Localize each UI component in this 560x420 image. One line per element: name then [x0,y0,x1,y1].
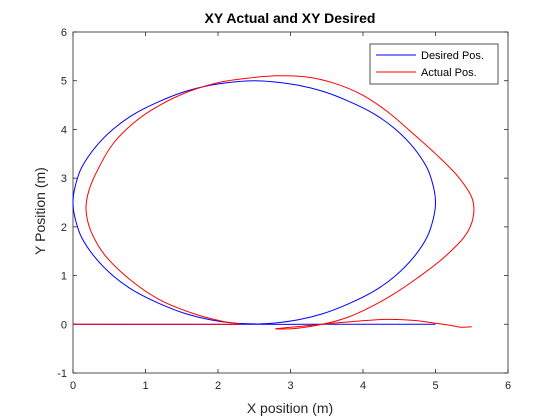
y-tick-label: 2 [61,222,67,234]
series-layer [72,75,475,330]
x-tick-label: 2 [215,380,221,392]
x-tick-label: 6 [505,380,511,392]
y-tick-label: 5 [61,76,67,88]
series-line-actual [73,75,475,330]
legend: Desired Pos. Actual Pos. [369,43,499,85]
y-tick-label: -1 [57,368,67,380]
y-tick-label: 3 [61,173,67,185]
y-tick-label: 1 [61,271,67,283]
legend-box [369,43,499,85]
legend-label: Actual Pos. [421,67,477,79]
y-tick-label: 4 [61,124,67,136]
series-line-desired [72,80,437,325]
y-axis-label: Y Position (m) [32,167,48,255]
x-tick-label: 1 [142,380,148,392]
x-tick-label: 0 [70,380,76,392]
x-tick-label: 3 [287,380,293,392]
x-axis-label: X position (m) [247,400,333,416]
legend-label: Desired Pos. [421,50,484,62]
x-tick-label: 4 [360,380,366,392]
chart-title: XY Actual and XY Desired [205,10,376,26]
y-tick-label: 6 [61,27,67,39]
x-tick-label: 5 [432,380,438,392]
y-tick-label: 0 [61,319,67,331]
